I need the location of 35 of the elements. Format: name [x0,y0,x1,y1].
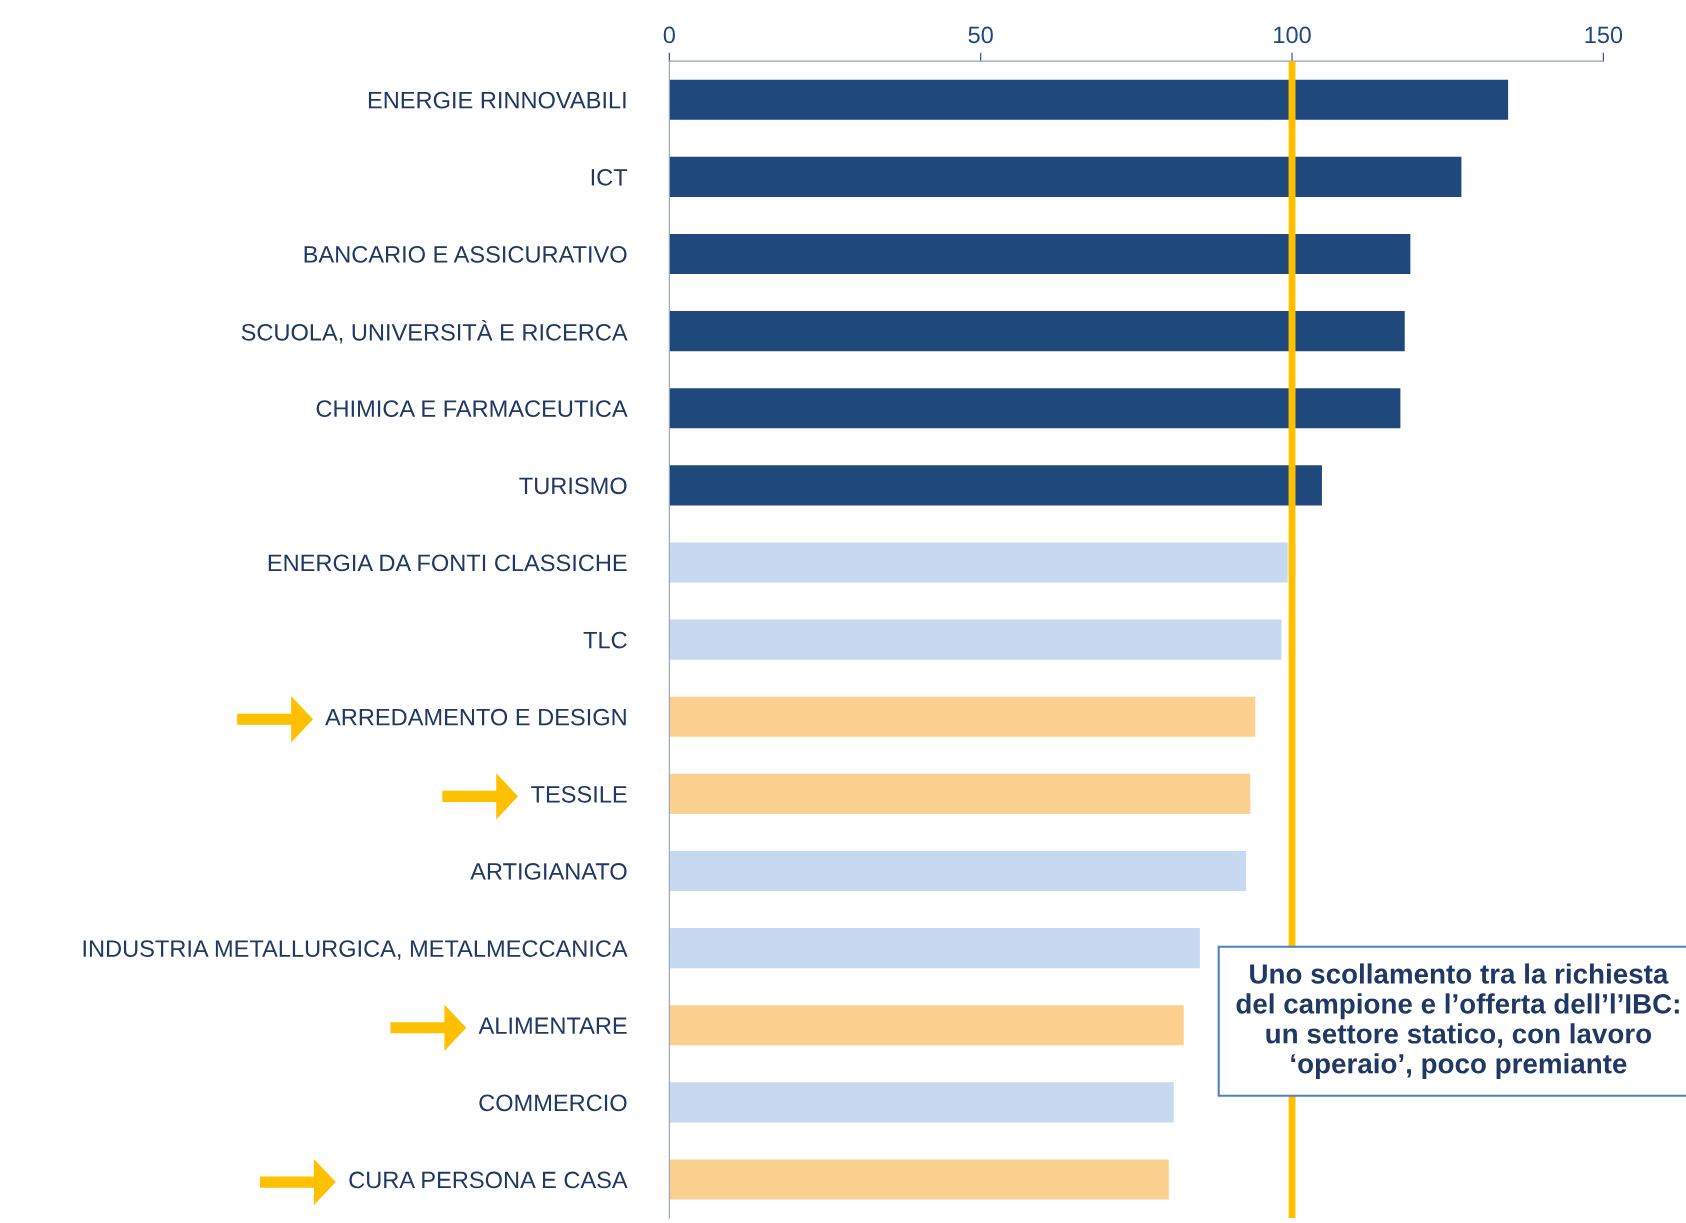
y-tick-label: CURA PERSONA E CASA [349,1171,628,1189]
bar [669,465,1322,506]
y-tick-label: ICT [591,168,628,186]
y-tick-label: SCUOLA, UNIVERSITÀ E RICERCA [241,319,628,344]
bar [669,619,1282,660]
y-tick-label: TURISMO [519,477,627,495]
annotation: Uno scollamento tra la richiesta del campione e l’offerta dell’l’IBC: un settore statico, con lavoro ‘operaio’, poco premiante [1236,963,1679,1080]
bar [669,388,1401,429]
bar [669,696,1256,737]
y-tick-label: TESSILE [531,785,627,803]
y-tick-label: ENERGIE RINNOVABILI [368,91,626,109]
y-tick-label: ENERGIA DA FONTI CLASSICHE [268,554,627,572]
x-tick-label: 50 [968,26,993,44]
y-tick-label: INDUSTRIA METALLURGICA, METALMECCANICA [83,940,628,960]
bar [669,773,1251,814]
bar [669,233,1411,275]
bar [669,928,1200,969]
bar [669,850,1246,892]
y-tick-label: ARTIGIANATO [470,863,627,880]
bar [669,156,1462,197]
x-tick-label: 100 [1274,26,1311,44]
y-tick-label: BANCARIO E ASSICURATIVO [304,246,627,263]
x-tick-label: 0 [663,26,675,44]
bar [669,1082,1174,1123]
bar [669,311,1405,352]
y-tick-label: ALIMENTARE [478,1017,627,1034]
bar [669,1159,1169,1200]
x-tick-label: 150 [1585,26,1623,44]
y-tick-label: ARREDAMENTO E DESIGN [325,708,626,726]
bar [669,542,1288,583]
y-tick-label: CHIMICA E FARMACEUTICA [316,400,628,418]
bar [669,79,1509,120]
y-tick-label: TLC [583,631,627,649]
y-tick-label: COMMERCIO [479,1094,627,1112]
bar [669,1005,1184,1046]
